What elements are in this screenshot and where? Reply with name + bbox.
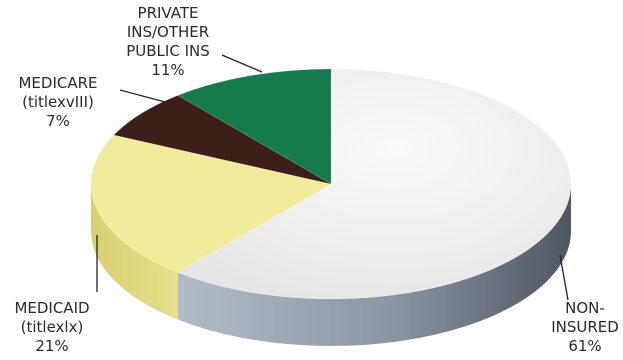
leader-lines	[96, 54, 569, 301]
slice-label-line-1-1: (titlexlx)	[21, 318, 84, 336]
slice-label-line-2-1: (titlexvIII)	[22, 93, 94, 111]
slice-label-0: NON-INSURED 61%	[551, 299, 619, 355]
slice-percent-0: 61%	[568, 337, 601, 355]
leader-line-0	[559, 254, 569, 301]
slice-label-line-3-2: PUBLIC INS	[126, 42, 210, 60]
slice-percent-3: 11%	[151, 61, 184, 79]
leader-line-3	[221, 54, 263, 73]
pie-side-1	[91, 184, 179, 320]
leader-line-2	[119, 89, 166, 103]
slice-percent-2: 7%	[46, 112, 70, 130]
slice-label-line-0-0: NON-	[565, 299, 605, 317]
pie-side-walls	[91, 184, 571, 346]
pie-side-0	[178, 184, 571, 346]
pie-slice-3	[177, 68, 332, 185]
slice-label-2: MEDICARE (titlexvIII) 7%	[18, 74, 97, 130]
pie-slice-1	[90, 134, 332, 273]
slice-label-line-0-1: INSURED	[551, 318, 619, 336]
pie-top-faces	[90, 68, 572, 300]
slice-label-line-1-0: MEDICAID	[14, 299, 89, 317]
slice-label-line-3-0: PRIVATE	[138, 4, 199, 22]
slice-label-1: MEDICAID (titlexlx) 21%	[14, 299, 89, 355]
slice-label-line-2-0: MEDICARE	[18, 74, 97, 92]
slice-percent-1: 21%	[35, 337, 68, 355]
slice-label-3: PRIVATE INS/OTHER PUBLIC INS 11%	[126, 4, 210, 79]
pie-slice-0	[177, 68, 572, 300]
slice-labels: NON-INSURED 61%MEDICAID (titlexlx) 21%MEDIC…	[14, 4, 618, 355]
pie-slice-2	[113, 95, 332, 185]
slice-label-line-3-1: INS/OTHER	[127, 23, 209, 41]
